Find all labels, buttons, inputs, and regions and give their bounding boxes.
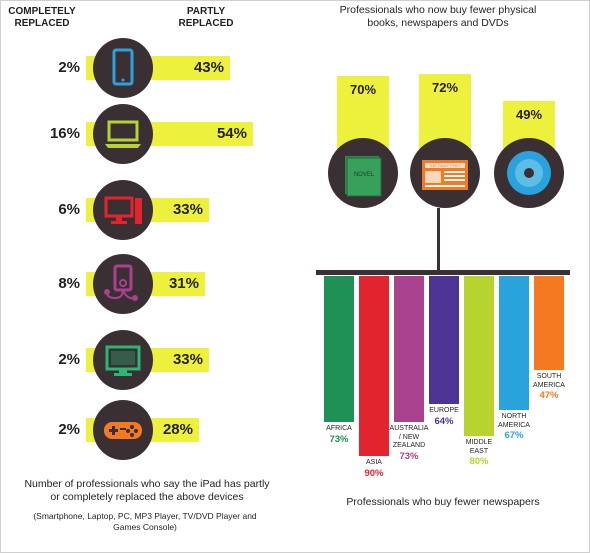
device-circle — [93, 38, 153, 98]
pc-icon — [104, 196, 142, 224]
region-label: MIDDLE EAST — [465, 439, 493, 455]
media-circle: NOVEL — [328, 138, 398, 208]
device-circle — [93, 104, 153, 164]
region-value: 64% — [434, 415, 454, 427]
connector-horizontal — [316, 270, 570, 275]
region-label: AFRICA — [326, 425, 352, 432]
media-circle: THE DAILY POST — [410, 138, 480, 208]
completely-replaced-value: 2% — [58, 421, 80, 438]
media-title: Professionals who now buy fewer physical… — [339, 4, 537, 29]
region-value: 47% — [539, 390, 559, 401]
region-bar — [394, 276, 424, 422]
completely-replaced-value: 16% — [49, 125, 80, 142]
device-circle — [93, 180, 153, 240]
svg-text:NOVEL: NOVEL — [354, 172, 375, 178]
partly-replaced-value: 33% — [172, 351, 203, 368]
partly-replaced-value: 43% — [193, 59, 224, 76]
region-label: EUROPE — [429, 407, 459, 414]
mp3-player-icon — [104, 264, 138, 301]
completely-replaced-value: 6% — [58, 201, 80, 218]
header-completely-replaced: COMPLETELY REPLACED — [8, 6, 76, 29]
region-bar — [464, 276, 494, 436]
game-controller-icon — [104, 422, 142, 439]
region-bar — [359, 276, 389, 456]
region-bar — [534, 276, 564, 370]
dvd-icon — [507, 151, 551, 195]
media-pct: 72% — [431, 80, 459, 95]
partly-replaced-bar — [140, 56, 230, 80]
region-value: 73% — [399, 450, 419, 462]
region-bar — [429, 276, 459, 404]
region-bar — [499, 276, 529, 410]
connector-vertical — [437, 208, 440, 272]
devices-subcaption: (Smartphone, Laptop, PC, MP3 Player, TV/… — [33, 511, 257, 532]
device-circle — [93, 254, 153, 314]
regions-caption: Professionals who buy fewer newspapers — [346, 496, 540, 508]
media-circle — [494, 138, 564, 208]
smartphone-icon — [112, 48, 134, 86]
partly-replaced-bar — [140, 122, 253, 146]
book-icon: NOVEL — [345, 156, 382, 197]
region-value: 73% — [329, 433, 349, 445]
completely-replaced-value: 2% — [58, 59, 80, 76]
media-pct: 70% — [349, 82, 377, 97]
region-value: 90% — [364, 467, 384, 479]
svg-text:THE DAILY POST: THE DAILY POST — [429, 163, 462, 168]
region-bar — [324, 276, 354, 422]
device-circle — [93, 400, 153, 460]
completely-replaced-value: 2% — [58, 351, 80, 368]
media-pct: 49% — [515, 107, 543, 122]
newspaper-icon: THE DAILY POST — [422, 160, 468, 190]
laptop-icon — [105, 120, 141, 148]
region-value: 67% — [504, 430, 524, 441]
header-partly-replaced: PARTLY REPLACED — [178, 6, 234, 29]
partly-replaced-value: 31% — [168, 275, 199, 292]
region-value: 80% — [469, 456, 489, 467]
devices-caption: Number of professionals who say the iPad… — [24, 478, 270, 503]
device-circle — [93, 330, 153, 390]
partly-replaced-value: 33% — [172, 201, 203, 218]
partly-replaced-value: 28% — [162, 421, 193, 438]
region-label: AUSTRALIA / NEW ZEALAND — [389, 425, 429, 449]
region-label: ASIA — [366, 459, 382, 466]
region-label: NORTH AMERICA — [498, 413, 530, 429]
tv-icon — [105, 345, 141, 376]
completely-replaced-value: 8% — [58, 275, 80, 292]
partly-replaced-value: 54% — [216, 125, 247, 142]
region-label: SOUTH AMERICA — [533, 373, 565, 389]
